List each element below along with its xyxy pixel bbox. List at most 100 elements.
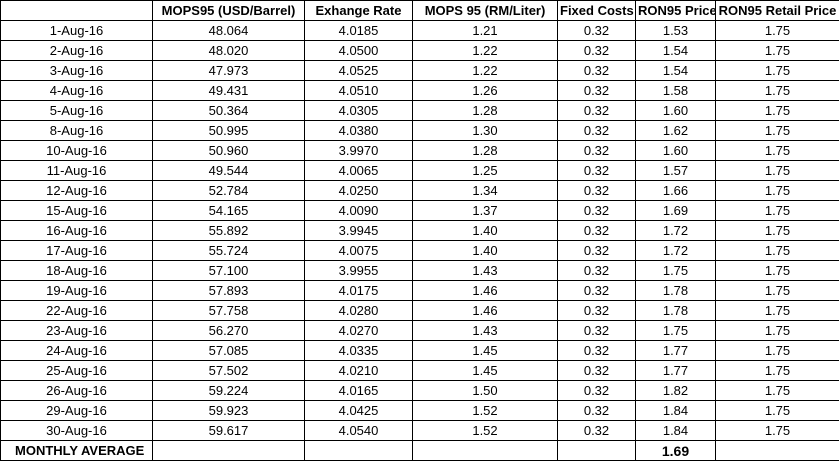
exchange-rate-cell: 4.0090 — [304, 200, 413, 221]
ron95-price-cell: 1.54 — [635, 60, 716, 81]
date-cell: 30-Aug-16 — [0, 420, 153, 441]
ron95-price-cell: 1.54 — [635, 40, 716, 61]
table-row: 26-Aug-16 59.224 4.0165 1.50 0.32 1.82 1.75 — [0, 380, 839, 401]
footer-cell — [412, 440, 558, 461]
mops95-rm-cell: 1.28 — [412, 140, 558, 161]
mops95-usd-cell: 55.892 — [152, 220, 305, 241]
mops95-usd-cell: 52.784 — [152, 180, 305, 201]
table-row: 16-Aug-16 55.892 3.9945 1.40 0.32 1.72 1.75 — [0, 220, 839, 241]
date-cell: 19-Aug-16 — [0, 280, 153, 301]
exchange-rate-cell: 4.0540 — [304, 420, 413, 441]
mops95-rm-cell: 1.22 — [412, 40, 558, 61]
table-row: 2-Aug-16 48.020 4.0500 1.22 0.32 1.54 1.75 — [0, 40, 839, 61]
ron95-retail-price-cell: 1.75 — [715, 260, 839, 281]
ron95-retail-price-cell: 1.75 — [715, 200, 839, 221]
table-row: 10-Aug-16 50.960 3.9970 1.28 0.32 1.60 1.75 — [0, 140, 839, 161]
exchange-rate-cell: 4.0380 — [304, 120, 413, 141]
ron95-retail-price-cell: 1.75 — [715, 300, 839, 321]
ron95-price-cell: 1.75 — [635, 260, 716, 281]
ron95-price-cell: 1.72 — [635, 220, 716, 241]
table-row: 11-Aug-16 49.544 4.0065 1.25 0.32 1.57 1.75 — [0, 160, 839, 181]
exchange-rate-cell: 4.0210 — [304, 360, 413, 381]
ron95-price-cell: 1.78 — [635, 280, 716, 301]
ron95-retail-price-cell: 1.75 — [715, 400, 839, 421]
mops95-rm-cell: 1.40 — [412, 240, 558, 261]
mops95-rm-cell: 1.34 — [412, 180, 558, 201]
exchange-rate-cell: 4.0185 — [304, 20, 413, 41]
ron95-price-cell: 1.75 — [635, 320, 716, 341]
table-body: 1-Aug-16 48.064 4.0185 1.21 0.32 1.53 1.75 2-Au… — [0, 20, 839, 441]
table-row: 24-Aug-16 57.085 4.0335 1.45 0.32 1.77 1.75 — [0, 340, 839, 361]
ron95-price-cell: 1.53 — [635, 20, 716, 41]
mops95-rm-cell: 1.46 — [412, 280, 558, 301]
mops95-rm-cell: 1.52 — [412, 400, 558, 421]
fixed-costs-cell: 0.32 — [557, 240, 636, 261]
mops95-usd-cell: 50.995 — [152, 120, 305, 141]
exchange-rate-cell: 4.0525 — [304, 60, 413, 81]
exchange-rate-cell: 4.0075 — [304, 240, 413, 261]
fixed-costs-cell: 0.32 — [557, 60, 636, 81]
fixed-costs-column-header: Fixed Costs — [557, 0, 636, 21]
ron95-price-column-header: RON95 Price — [635, 0, 716, 21]
ron95-retail-price-cell: 1.75 — [715, 160, 839, 181]
ron95-price-cell: 1.60 — [635, 140, 716, 161]
footer-cell — [304, 440, 413, 461]
table-row: 3-Aug-16 47.973 4.0525 1.22 0.32 1.54 1.75 — [0, 60, 839, 81]
ron95-retail-price-cell: 1.75 — [715, 100, 839, 121]
mops95-usd-cell: 59.617 — [152, 420, 305, 441]
table-row: 25-Aug-16 57.502 4.0210 1.45 0.32 1.77 1.75 — [0, 360, 839, 381]
fixed-costs-cell: 0.32 — [557, 400, 636, 421]
table-row: 30-Aug-16 59.617 4.0540 1.52 0.32 1.84 1.75 — [0, 420, 839, 441]
ron95-retail-price-column-header: RON95 Retail Price — [715, 0, 839, 21]
fixed-costs-cell: 0.32 — [557, 300, 636, 321]
fixed-costs-cell: 0.32 — [557, 120, 636, 141]
ron95-price-cell: 1.84 — [635, 420, 716, 441]
ron95-retail-price-cell: 1.75 — [715, 180, 839, 201]
date-cell: 3-Aug-16 — [0, 60, 153, 81]
exchange-rate-cell: 3.9945 — [304, 220, 413, 241]
ron95-retail-price-cell: 1.75 — [715, 20, 839, 41]
mops95-usd-cell: 57.085 — [152, 340, 305, 361]
date-cell: 22-Aug-16 — [0, 300, 153, 321]
date-cell: 1-Aug-16 — [0, 20, 153, 41]
ron95-price-cell: 1.66 — [635, 180, 716, 201]
table-row: 12-Aug-16 52.784 4.0250 1.34 0.32 1.66 1.75 — [0, 180, 839, 201]
ron95-price-cell: 1.78 — [635, 300, 716, 321]
ron95-price-cell: 1.69 — [635, 200, 716, 221]
date-cell: 2-Aug-16 — [0, 40, 153, 61]
mops95-rm-cell: 1.40 — [412, 220, 558, 241]
date-cell: 5-Aug-16 — [0, 100, 153, 121]
mops95-rm-cell: 1.28 — [412, 100, 558, 121]
ron95-retail-price-cell: 1.75 — [715, 240, 839, 261]
exchange-rate-cell: 4.0500 — [304, 40, 413, 61]
header-row: MOPS95 (USD/Barrel) Exhange Rate MOPS 95… — [0, 0, 839, 21]
exchange-rate-cell: 4.0065 — [304, 160, 413, 181]
mops95-rm-cell: 1.25 — [412, 160, 558, 181]
ron95-retail-price-cell: 1.75 — [715, 40, 839, 61]
monthly-average-label: MONTHLY AVERAGE — [0, 440, 153, 461]
table-row: 15-Aug-16 54.165 4.0090 1.37 0.32 1.69 1.75 — [0, 200, 839, 221]
table-row: 22-Aug-16 57.758 4.0280 1.46 0.32 1.78 1.75 — [0, 300, 839, 321]
table-row: 18-Aug-16 57.100 3.9955 1.43 0.32 1.75 1.75 — [0, 260, 839, 281]
footer-cell — [715, 440, 839, 461]
mops95-rm-cell: 1.45 — [412, 360, 558, 381]
mops95-rm-cell: 1.43 — [412, 320, 558, 341]
date-cell: 29-Aug-16 — [0, 400, 153, 421]
mops95-usd-cell: 59.224 — [152, 380, 305, 401]
exchange-rate-cell: 4.0280 — [304, 300, 413, 321]
date-cell: 18-Aug-16 — [0, 260, 153, 281]
table-row: 5-Aug-16 50.364 4.0305 1.28 0.32 1.60 1.75 — [0, 100, 839, 121]
mops95-rm-cell: 1.46 — [412, 300, 558, 321]
mops95-rm-cell: 1.26 — [412, 80, 558, 101]
ron95-price-cell: 1.82 — [635, 380, 716, 401]
exchange-rate-cell: 4.0250 — [304, 180, 413, 201]
date-cell: 10-Aug-16 — [0, 140, 153, 161]
ron95-price-cell: 1.72 — [635, 240, 716, 261]
exchange-rate-cell: 4.0425 — [304, 400, 413, 421]
date-cell: 8-Aug-16 — [0, 120, 153, 141]
ron95-price-cell: 1.62 — [635, 120, 716, 141]
date-cell: 24-Aug-16 — [0, 340, 153, 361]
ron95-retail-price-cell: 1.75 — [715, 320, 839, 341]
date-cell: 25-Aug-16 — [0, 360, 153, 381]
